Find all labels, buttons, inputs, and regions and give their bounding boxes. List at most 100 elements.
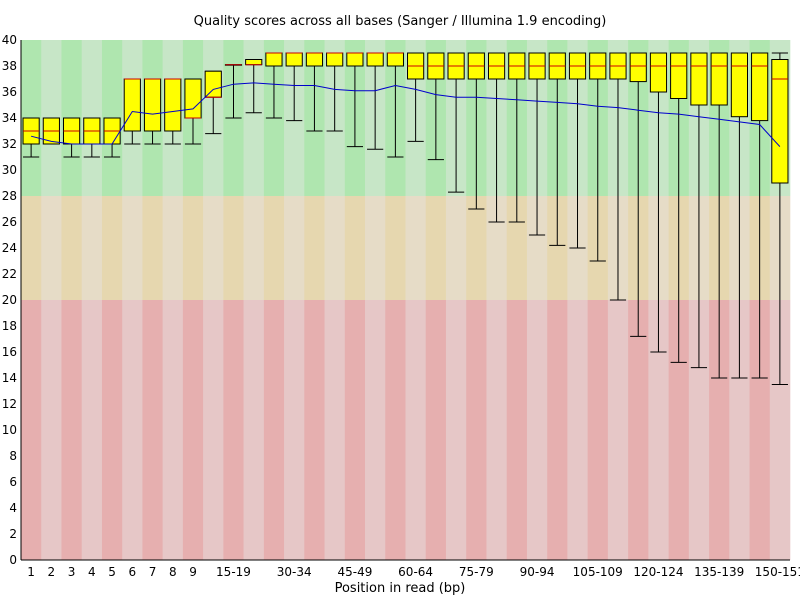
zone-reasonable-band — [405, 196, 427, 300]
zone-poor-band — [486, 300, 507, 560]
zone-poor-band — [567, 300, 588, 560]
y-tick-label: 30 — [2, 163, 17, 177]
zone-poor-band — [526, 300, 548, 560]
zone-poor-band — [203, 300, 224, 560]
x-tick-label: 45-49 — [337, 565, 372, 579]
zone-reasonable-band — [182, 196, 204, 300]
x-tick-label: 120-124 — [633, 565, 683, 579]
zone-reasonable-band — [142, 196, 163, 300]
median-lines — [23, 52, 788, 132]
box-iqr — [265, 52, 283, 67]
x-tick-label: 105-109 — [573, 565, 623, 579]
box-iqr — [326, 52, 344, 67]
x-tick-label: 5 — [108, 565, 116, 579]
box-iqr — [771, 59, 789, 184]
x-tick-label: 7 — [149, 565, 157, 579]
zone-poor-band — [648, 300, 669, 560]
zone-reasonable-band — [547, 196, 568, 300]
y-tick-label: 20 — [2, 293, 17, 307]
zone-poor-band — [466, 300, 487, 560]
zone-poor-band — [182, 300, 204, 560]
mean-line — [30, 82, 781, 147]
zone-poor-band — [162, 300, 184, 560]
y-tick-label: 12 — [2, 397, 17, 411]
x-tick-label: 6 — [128, 565, 136, 579]
zone-poor-band — [405, 300, 427, 560]
zone-reasonable-band — [81, 196, 103, 300]
zone-reasonable-band — [223, 196, 244, 300]
zone-poor-band — [284, 300, 305, 560]
box-iqr — [164, 78, 182, 132]
x-axis-label: Position in read (bp) — [334, 581, 466, 596]
zone-poor-band — [101, 300, 123, 560]
mean-line-group — [30, 82, 781, 147]
box-iqr — [245, 59, 263, 66]
box-iqr — [285, 52, 303, 67]
x-tick-label: 75-79 — [459, 565, 494, 579]
box-iqr — [710, 52, 728, 106]
zone-poor-band — [385, 300, 406, 560]
zone-reasonable-band — [304, 196, 325, 300]
zone-reasonable-band — [365, 196, 386, 300]
zone-poor-band — [506, 300, 528, 560]
y-tick-label: 36 — [2, 85, 17, 99]
x-tick-label: 60-64 — [398, 565, 433, 579]
box-iqr — [386, 52, 404, 67]
y-tick-label: 32 — [2, 137, 17, 151]
box-iqr — [649, 52, 668, 93]
chart-title: Quality scores across all bases (Sanger … — [193, 14, 607, 29]
y-tick-label: 14 — [2, 371, 17, 385]
zone-reasonable-band — [101, 196, 123, 300]
zone-poor-band — [21, 300, 42, 560]
zone-poor-band — [344, 300, 366, 560]
zone-poor-band — [688, 300, 710, 560]
box-iqr — [366, 52, 384, 67]
y-tick-label: 22 — [2, 267, 17, 281]
y-tick-label: 6 — [9, 475, 17, 489]
zone-reasonable-band — [324, 196, 346, 300]
x-tick-label: 8 — [169, 565, 177, 579]
box-iqr — [305, 52, 324, 67]
zone-reasonable-band — [425, 196, 447, 300]
zone-poor-band — [587, 300, 609, 560]
y-tick-label: 28 — [2, 189, 17, 203]
zone-poor-band — [142, 300, 163, 560]
y-tick-label: 16 — [2, 345, 17, 359]
y-tick-label: 40 — [2, 33, 17, 47]
y-tick-label: 10 — [2, 423, 17, 437]
zone-reasonable-band — [243, 196, 265, 300]
zone-poor-band — [304, 300, 325, 560]
zone-reasonable-band — [61, 196, 83, 300]
zone-poor-band — [365, 300, 386, 560]
zone-poor-band — [41, 300, 62, 560]
y-tick-label: 2 — [9, 527, 17, 541]
zone-poor-band — [223, 300, 244, 560]
zone-good-band — [243, 40, 265, 196]
zone-reasonable-band — [21, 196, 42, 300]
zone-reasonable-band — [344, 196, 366, 300]
zone-poor-band — [122, 300, 143, 560]
box-iqr — [123, 78, 141, 132]
zone-reasonable-band — [466, 196, 487, 300]
x-tick-label: 90-94 — [520, 565, 555, 579]
zone-poor-band — [263, 300, 285, 560]
box-iqr — [670, 52, 688, 99]
zone-reasonable-band — [41, 196, 62, 300]
zone-reasonable-band — [122, 196, 143, 300]
box-iqr — [184, 78, 202, 119]
x-tick-label: 3 — [68, 565, 76, 579]
zone-reasonable-band — [263, 196, 285, 300]
box-iqr — [204, 70, 222, 98]
zone-reasonable-band — [385, 196, 406, 300]
y-tick-label: 18 — [2, 319, 17, 333]
zone-poor-band — [749, 300, 771, 560]
zone-reasonable-band — [284, 196, 305, 300]
zone-poor-band — [729, 300, 750, 560]
zone-reasonable-band — [162, 196, 184, 300]
zone-poor-band — [628, 300, 649, 560]
box-iqr — [346, 52, 364, 67]
zone-poor-band — [324, 300, 346, 560]
y-tick-label: 26 — [2, 215, 17, 229]
